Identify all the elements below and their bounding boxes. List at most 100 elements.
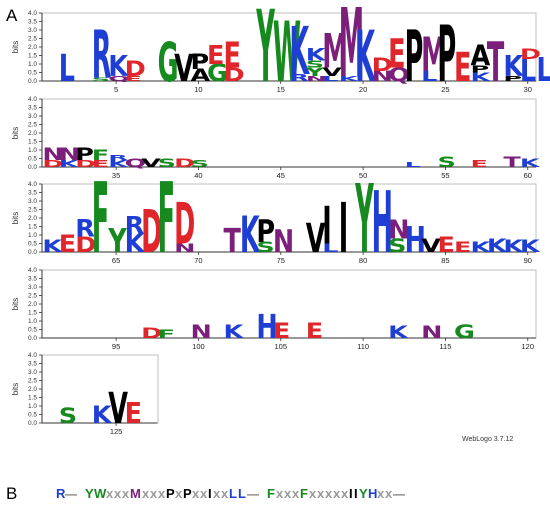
logo-letter-D: D — [75, 158, 96, 169]
logo-letter-G: G — [207, 59, 228, 87]
y-tick-label: 2.5 — [28, 378, 37, 385]
logo-letter-Q: Q — [388, 64, 410, 86]
logo-letter-Q: Q — [125, 156, 147, 170]
y-tick-label: 1.5 — [28, 395, 37, 402]
y-tick-label: 3.5 — [28, 105, 37, 112]
x-tick-label: 55 — [441, 171, 449, 180]
logo-letter-S: S — [306, 59, 324, 70]
logo-letter-T: T — [223, 222, 240, 260]
y-tick-label: 4.0 — [28, 267, 37, 274]
logo-letter-K: K — [520, 156, 541, 170]
motif-residue: x — [106, 486, 114, 501]
motif-residue: x — [317, 486, 325, 501]
logo-letter-K: K — [388, 323, 409, 342]
x-tick-label: 100 — [192, 342, 205, 351]
logo-letter-V: V — [174, 46, 194, 91]
logo-letter-E: E — [223, 35, 240, 76]
y-tick-label: 0.0 — [28, 164, 37, 171]
motif-residue: x — [221, 486, 229, 501]
motif-residue: x — [385, 486, 393, 501]
motif-residue: x — [213, 486, 221, 501]
x-tick-label: 110 — [357, 342, 369, 351]
logo-letter-P: P — [438, 8, 457, 99]
y-tick-label: 1.0 — [28, 403, 37, 410]
y-tick-label: 4.0 — [28, 96, 37, 103]
logo-letter-E: E — [125, 398, 142, 431]
y-tick-label: 0.0 — [28, 249, 37, 256]
logo-letter-Y: Y — [256, 0, 275, 106]
logo-letter-H: H — [405, 220, 426, 261]
motif-residue: Y — [359, 486, 368, 501]
logo-letter-M: M — [421, 27, 446, 82]
x-tick-label: 60 — [524, 171, 532, 180]
logo-letter-R: R — [92, 16, 112, 94]
logo-letter-E: E — [306, 318, 323, 343]
motif-residue: x — [292, 486, 300, 501]
y-tick-label: 1.0 — [28, 61, 37, 68]
motif-residue: x — [158, 486, 166, 501]
logo-letter-H: H — [372, 173, 393, 272]
y-tick-label: 3.0 — [28, 369, 37, 376]
x-tick-label: 115 — [439, 342, 451, 351]
weblogo-credit: WebLogo 3.7.12 — [462, 436, 514, 443]
y-tick-label: 1.5 — [28, 224, 37, 231]
y-tick-label: 2.5 — [28, 207, 37, 214]
motif-residue: H — [368, 486, 377, 501]
y-axis-label: bits — [11, 41, 20, 53]
logo-letter-V: V — [421, 235, 441, 257]
logo-letter-K: K — [42, 237, 63, 256]
logo-letter-K: K — [125, 229, 146, 259]
motif-residue: x — [309, 486, 317, 501]
motif-residue: P — [166, 486, 175, 501]
logo-letter-F: F — [158, 327, 175, 341]
logo-letter-K: K — [487, 235, 509, 257]
logo-letter-S: S — [438, 154, 456, 170]
logo-letter-L: L — [322, 241, 339, 255]
logo-letter-Y: Y — [305, 65, 326, 79]
x-tick-label: 20 — [359, 85, 367, 94]
logo-letter-V: V — [108, 384, 128, 434]
logo-letter-P: P — [405, 16, 424, 98]
logo-letter-S: S — [92, 77, 110, 82]
logo-letter-S: S — [191, 158, 209, 169]
logo-letter-N: N — [273, 224, 294, 260]
logo-letter-D: D — [174, 192, 195, 258]
logo-letter-P: P — [191, 49, 210, 74]
logo-letter-S: S — [256, 239, 274, 255]
motif-residue: x — [142, 486, 150, 501]
x-tick-label: 105 — [275, 342, 288, 351]
logo-letter-N: N — [372, 68, 393, 84]
y-tick-label: 1.5 — [28, 139, 37, 146]
panel-a-label: A — [6, 6, 18, 25]
logo-letter-P: P — [75, 146, 94, 165]
logo-letter-R: R — [125, 211, 145, 239]
logo-letter-G: G — [454, 321, 475, 343]
logo-letter-S: S — [59, 403, 77, 428]
logo-letter-T: T — [487, 32, 504, 95]
y-tick-label: 0.5 — [28, 327, 37, 334]
logo-letter-K: K — [289, 12, 310, 90]
x-tick-label: 85 — [441, 256, 449, 265]
y-tick-label: 1.0 — [28, 147, 37, 154]
motif-residue: F — [300, 486, 308, 501]
logo-letter-N: N — [421, 323, 442, 342]
logo-letter-R: R — [289, 72, 309, 83]
y-tick-label: 1.5 — [28, 310, 37, 317]
motif-residue: I — [349, 486, 353, 501]
y-tick-label: 2.0 — [28, 386, 37, 393]
logo-letter-Y: Y — [355, 166, 374, 275]
logo-letter-I: I — [322, 195, 331, 256]
y-tick-label: 0.5 — [28, 156, 37, 163]
logo-letter-L: L — [536, 51, 550, 89]
logo-letter-F: F — [92, 162, 109, 276]
logo-letter-K: K — [108, 158, 129, 169]
logo-letter-E: E — [125, 75, 142, 83]
logo-letter-E: E — [454, 44, 471, 91]
motif-residue: I — [354, 486, 358, 501]
motif-residue: x — [341, 486, 349, 501]
motif-gap: — — [65, 487, 77, 501]
logo-letter-E: E — [273, 318, 290, 343]
logo-letter-E: E — [92, 158, 109, 169]
x-tick-label: 10 — [194, 85, 202, 94]
motif-residue: F — [267, 486, 275, 501]
